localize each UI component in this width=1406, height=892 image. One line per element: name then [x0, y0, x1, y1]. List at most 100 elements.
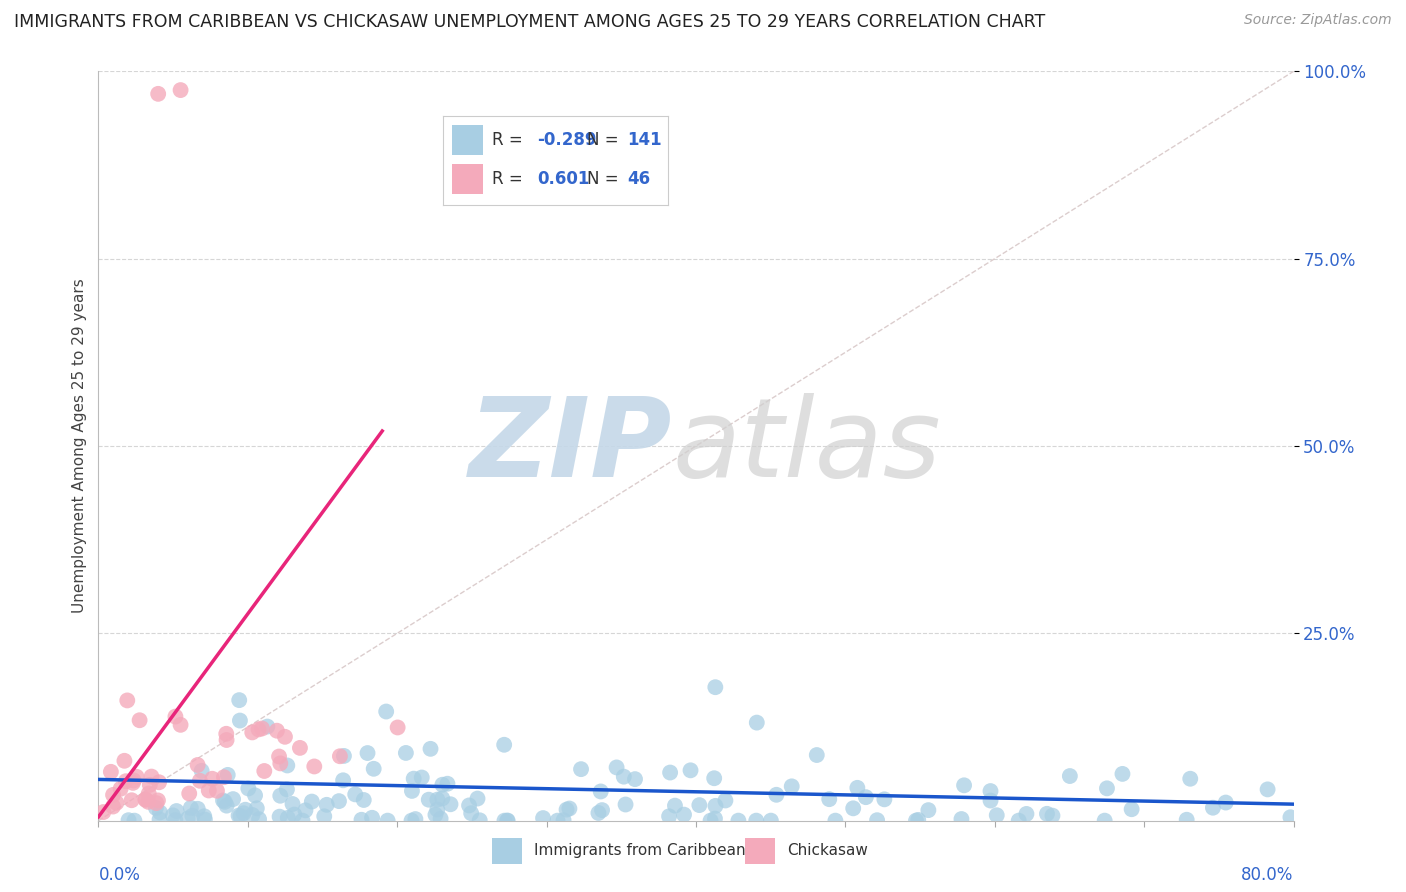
Point: [253, 764, 276, 778]
Point: [215, 733, 238, 747]
Point: [256, 720, 278, 734]
Point: [276, 782, 298, 797]
Point: [179, 787, 201, 801]
Point: [780, 780, 803, 794]
Point: [333, 748, 356, 763]
Point: [494, 738, 516, 752]
Point: [1008, 814, 1031, 828]
Point: [614, 797, 637, 812]
Point: [496, 814, 519, 828]
Point: [439, 797, 461, 812]
Point: [425, 807, 447, 822]
Text: N =: N =: [586, 170, 624, 188]
Point: [350, 813, 373, 827]
Point: [759, 814, 782, 828]
Point: [165, 813, 187, 827]
Point: [304, 759, 326, 773]
Point: [228, 808, 250, 822]
Point: [377, 814, 399, 828]
Point: [314, 809, 336, 823]
Point: [148, 87, 170, 101]
Point: [468, 814, 491, 828]
Point: [624, 772, 647, 786]
Point: [531, 811, 554, 825]
Point: [846, 780, 869, 795]
Point: [240, 725, 263, 739]
Point: [215, 727, 238, 741]
Point: [190, 764, 212, 778]
Point: [105, 796, 128, 810]
Text: R =: R =: [492, 131, 529, 149]
Point: [269, 789, 291, 803]
Point: [246, 801, 269, 815]
Point: [1180, 772, 1202, 786]
Point: [242, 808, 264, 822]
Point: [704, 798, 727, 813]
Point: [276, 758, 298, 772]
Point: [704, 680, 727, 694]
Point: [139, 778, 162, 792]
Point: [212, 793, 235, 807]
Point: [436, 777, 458, 791]
Point: [193, 809, 215, 823]
Point: [128, 713, 150, 727]
Point: [1202, 801, 1225, 815]
Point: [426, 792, 449, 806]
Point: [873, 792, 896, 806]
Point: [125, 770, 148, 784]
Text: 141: 141: [627, 131, 662, 149]
Point: [426, 803, 449, 817]
Point: [215, 798, 238, 813]
Point: [328, 794, 350, 808]
Text: -0.289: -0.289: [537, 131, 598, 149]
Point: [494, 814, 516, 828]
Point: [589, 784, 612, 798]
Point: [101, 799, 124, 814]
Point: [93, 805, 115, 819]
Text: IMMIGRANTS FROM CARIBBEAN VS CHICKASAW UNEMPLOYMENT AMONG AGES 25 TO 29 YEARS CO: IMMIGRANTS FROM CARIBBEAN VS CHICKASAW U…: [14, 13, 1045, 31]
Point: [432, 791, 454, 805]
Point: [1215, 796, 1237, 810]
Text: 0.0%: 0.0%: [98, 865, 141, 884]
Point: [979, 784, 1001, 798]
Point: [1042, 808, 1064, 822]
Point: [134, 793, 156, 807]
Point: [429, 812, 451, 826]
Point: [141, 770, 163, 784]
Point: [361, 811, 384, 825]
Point: [353, 793, 375, 807]
Point: [205, 784, 228, 798]
Point: [117, 813, 139, 827]
Point: [866, 814, 889, 828]
Point: [1175, 813, 1198, 827]
Point: [555, 803, 578, 817]
Point: [115, 774, 138, 789]
Bar: [492, 838, 522, 864]
Point: [1094, 814, 1116, 828]
Point: [980, 793, 1002, 807]
Point: [1257, 782, 1279, 797]
Point: [235, 803, 257, 817]
Point: [824, 814, 846, 828]
Point: [294, 803, 316, 817]
Text: Chickasaw: Chickasaw: [787, 844, 869, 858]
Point: [558, 801, 581, 815]
Point: [855, 790, 877, 805]
Point: [904, 814, 927, 828]
Point: [679, 764, 702, 778]
Point: [917, 803, 939, 817]
Point: [699, 814, 721, 828]
Point: [395, 746, 418, 760]
Bar: [451, 164, 484, 194]
Text: 0.601: 0.601: [537, 170, 589, 188]
Point: [356, 746, 378, 760]
Point: [387, 721, 409, 735]
Point: [907, 813, 929, 827]
Point: [613, 770, 636, 784]
Point: [122, 773, 145, 788]
Point: [569, 762, 592, 776]
Point: [329, 749, 352, 764]
Point: [145, 801, 167, 815]
Point: [1015, 806, 1038, 821]
Point: [411, 771, 433, 785]
